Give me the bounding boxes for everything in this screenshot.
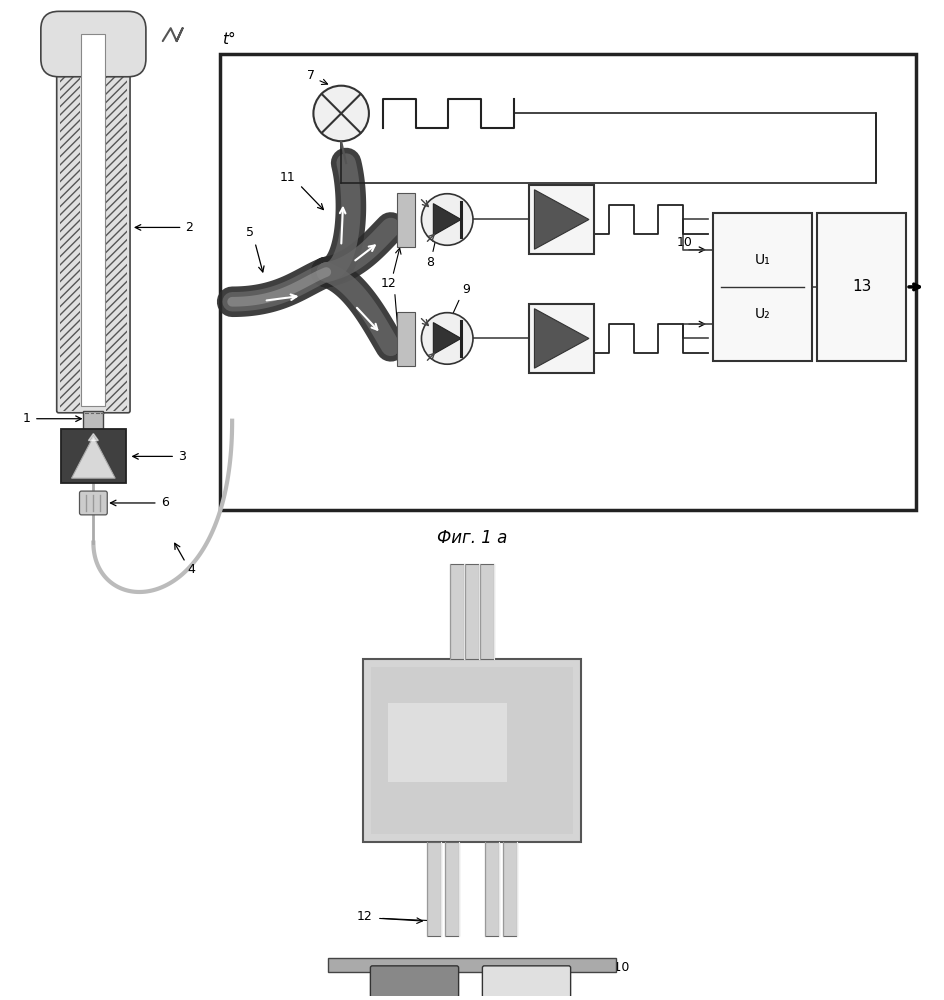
- Bar: [59, 34, 80, 411]
- FancyBboxPatch shape: [370, 966, 459, 998]
- FancyBboxPatch shape: [482, 966, 570, 998]
- Bar: [428, 842, 441, 936]
- Text: 6: 6: [160, 496, 169, 509]
- Bar: [713, 213, 812, 361]
- Bar: [396, 193, 414, 247]
- Bar: [530, 304, 594, 373]
- Bar: [61, 429, 126, 483]
- Bar: [81, 34, 106, 406]
- Polygon shape: [433, 204, 461, 235]
- Text: 12: 12: [380, 277, 396, 290]
- Text: 11: 11: [279, 171, 295, 184]
- Text: Фиг. 1 b: Фиг. 1 b: [437, 959, 507, 977]
- Text: 8-10: 8-10: [600, 961, 630, 974]
- Text: 12: 12: [357, 910, 373, 923]
- Text: t°: t°: [222, 32, 236, 47]
- FancyBboxPatch shape: [41, 11, 146, 77]
- Bar: [485, 842, 498, 936]
- Bar: [363, 659, 581, 842]
- Bar: [480, 564, 494, 659]
- Bar: [371, 667, 573, 834]
- Bar: [465, 564, 479, 659]
- Bar: [503, 842, 516, 936]
- Bar: [530, 185, 594, 254]
- Bar: [450, 564, 464, 659]
- Bar: [446, 842, 459, 936]
- FancyBboxPatch shape: [79, 491, 108, 515]
- Text: 10: 10: [676, 236, 692, 249]
- Polygon shape: [89, 434, 98, 441]
- Bar: [107, 34, 127, 411]
- Circle shape: [313, 86, 369, 141]
- Bar: [220, 54, 916, 510]
- Text: 5: 5: [246, 226, 254, 239]
- Polygon shape: [433, 323, 461, 354]
- Bar: [396, 312, 414, 366]
- Text: 1: 1: [23, 412, 31, 425]
- Text: 2: 2: [186, 221, 194, 234]
- Text: 7: 7: [308, 69, 315, 82]
- Text: U₁: U₁: [754, 253, 770, 267]
- Polygon shape: [534, 190, 589, 249]
- Circle shape: [421, 194, 473, 245]
- Text: 4: 4: [188, 563, 195, 576]
- Text: 13: 13: [851, 279, 871, 294]
- FancyBboxPatch shape: [57, 42, 130, 413]
- Text: Фиг. 1 а: Фиг. 1 а: [437, 529, 507, 547]
- Bar: [388, 703, 507, 782]
- Text: 8: 8: [427, 256, 434, 269]
- Bar: [329, 958, 615, 972]
- Text: U₂: U₂: [754, 307, 770, 321]
- Text: 3: 3: [178, 450, 186, 463]
- Text: 9: 9: [463, 283, 470, 296]
- Polygon shape: [534, 309, 589, 368]
- Bar: [817, 213, 906, 361]
- Polygon shape: [72, 437, 115, 478]
- Bar: [83, 411, 103, 429]
- Circle shape: [421, 313, 473, 364]
